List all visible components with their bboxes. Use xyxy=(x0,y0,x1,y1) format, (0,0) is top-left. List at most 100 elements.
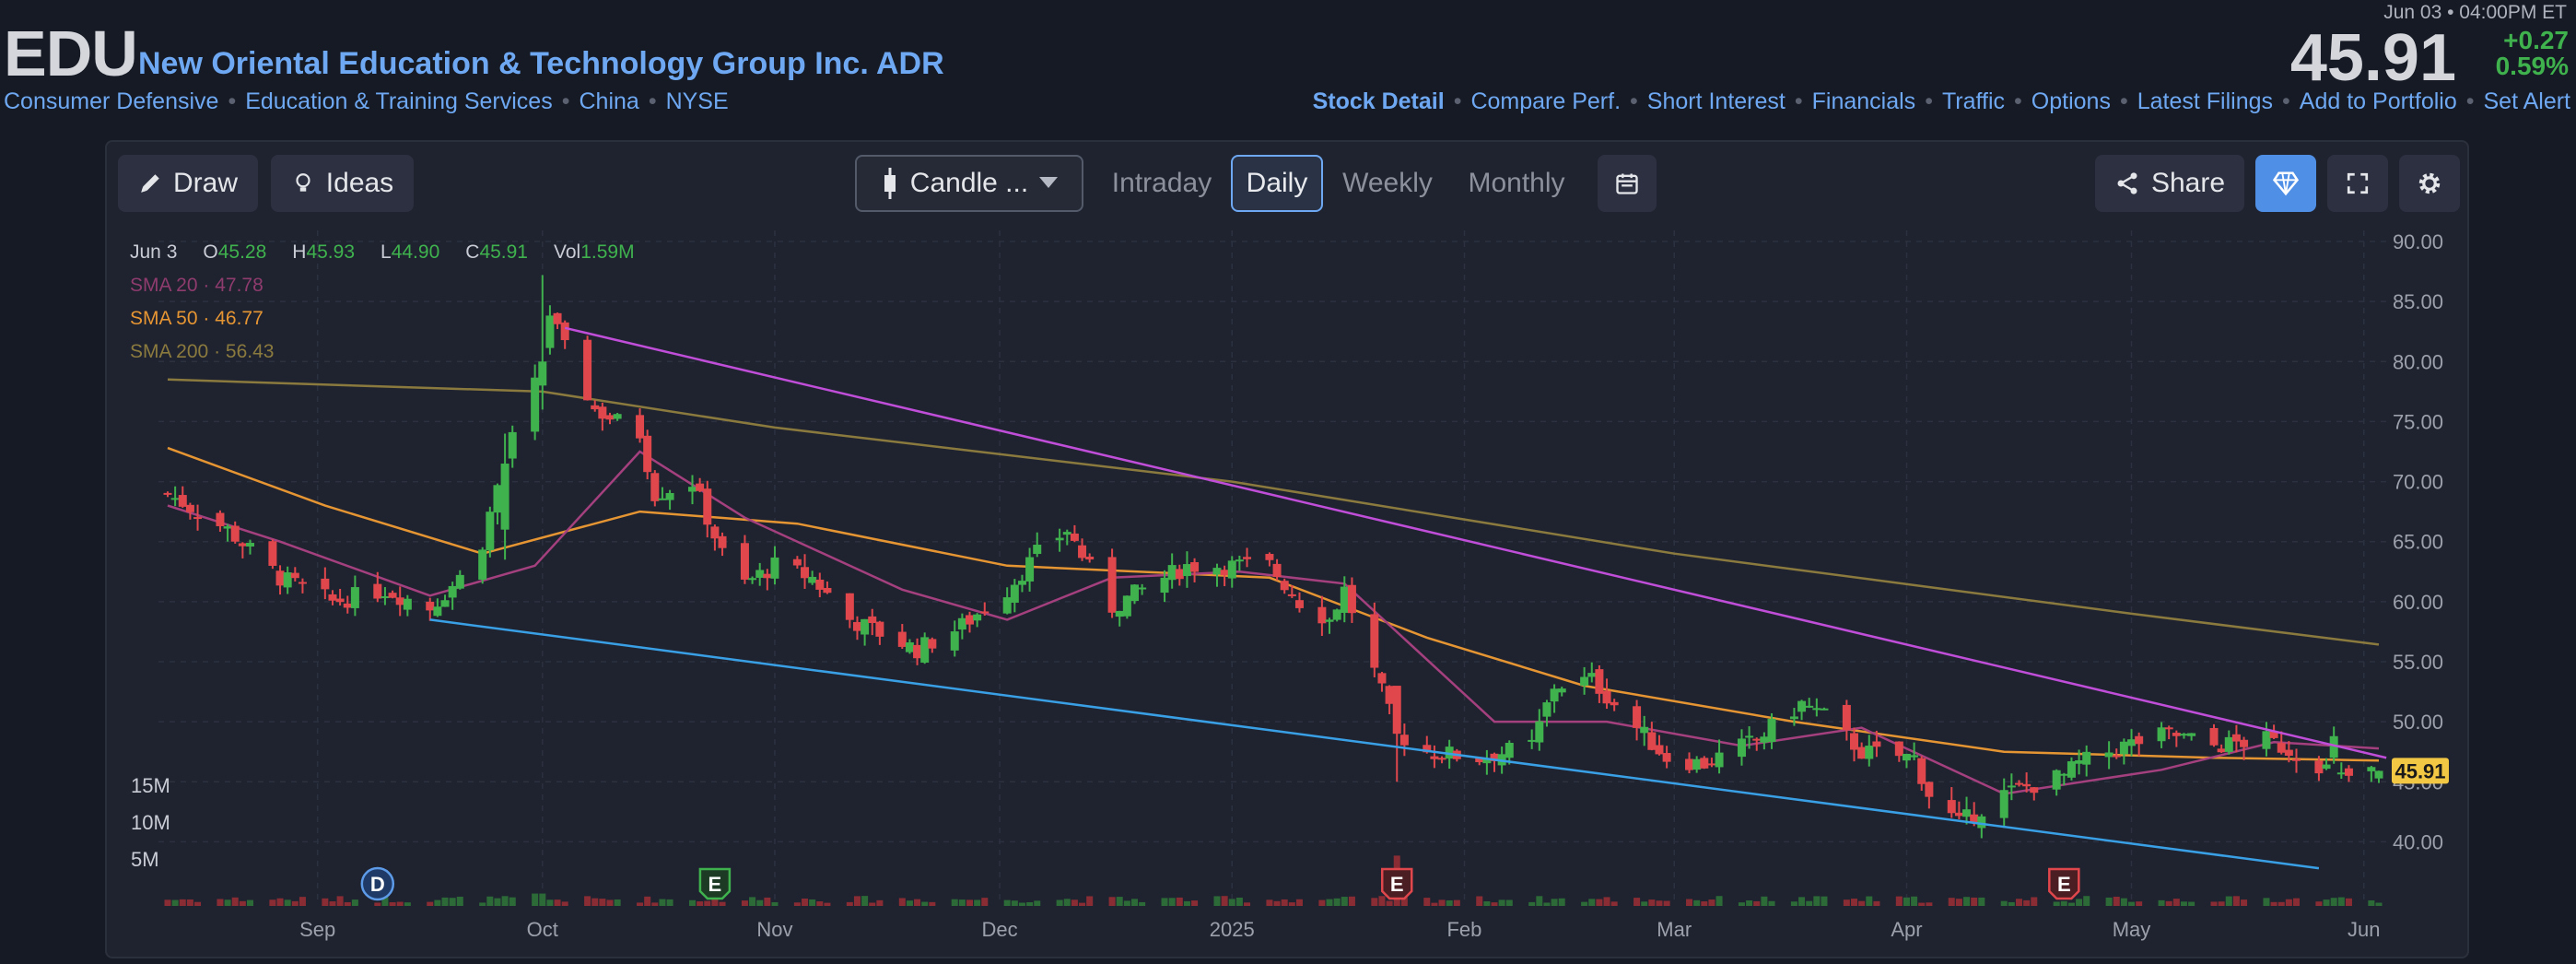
chart-type-select[interactable]: Candle ... xyxy=(855,155,1083,212)
candle-body xyxy=(1595,669,1604,694)
volume-bar xyxy=(434,899,441,906)
share-label: Share xyxy=(2150,168,2226,198)
candle-body xyxy=(1655,745,1664,755)
candle-body xyxy=(1760,736,1769,743)
candle-body xyxy=(2067,761,2076,778)
nav-financials[interactable]: Financials xyxy=(1811,88,1916,114)
volume-bar xyxy=(1191,900,1199,906)
candle-body xyxy=(1430,756,1439,759)
volume-bar xyxy=(449,898,456,906)
volume-bar xyxy=(479,902,486,906)
volume-bar xyxy=(299,897,306,906)
volume-bar xyxy=(614,899,621,906)
sma200-value: 56.43 xyxy=(225,341,275,362)
candle-body xyxy=(268,541,277,566)
volume-bar xyxy=(389,902,396,906)
last-price: 45.91 xyxy=(2289,21,2456,95)
volume-bar xyxy=(1386,900,1393,906)
candle-body xyxy=(1055,537,1064,541)
volume-bar xyxy=(1918,902,1926,906)
candle-body xyxy=(1392,686,1401,735)
volume-bar xyxy=(1858,900,1866,906)
volume-bar xyxy=(246,899,253,906)
nav-options[interactable]: Options xyxy=(2031,88,2111,114)
country-link[interactable]: China xyxy=(579,88,639,114)
candle-body xyxy=(1910,755,1919,758)
earnings-marker xyxy=(698,867,732,900)
candle-body xyxy=(343,603,352,608)
volume-bar xyxy=(336,896,344,906)
candle-body xyxy=(2344,768,2353,776)
tab-weekly[interactable]: Weekly xyxy=(1342,168,1433,198)
volume-bar xyxy=(1873,900,1880,906)
candle-body xyxy=(658,498,667,500)
volume-bar xyxy=(2172,899,2180,906)
nav-traffic[interactable]: Traffic xyxy=(1941,88,2006,114)
premium-button[interactable] xyxy=(2255,155,2316,212)
candle-body xyxy=(1977,816,1986,829)
volume-bar xyxy=(1026,902,1034,906)
candle-body xyxy=(710,526,720,539)
volume-bar xyxy=(1438,899,1446,906)
volume-bar xyxy=(494,898,501,906)
candle-body xyxy=(448,585,457,598)
tab-monthly[interactable]: Monthly xyxy=(1468,168,1565,198)
settings-button[interactable] xyxy=(2399,155,2460,212)
gear-icon xyxy=(2418,172,2441,194)
nav-short-interest[interactable]: Short Interest xyxy=(1646,88,1786,114)
candle-body xyxy=(2336,772,2346,775)
industry-link[interactable]: Education & Training Services xyxy=(245,88,553,114)
fullscreen-button[interactable] xyxy=(2327,155,2388,212)
date-range-button[interactable] xyxy=(1598,155,1657,212)
share-button[interactable]: Share xyxy=(2095,155,2244,212)
draw-button[interactable]: Draw xyxy=(118,155,258,212)
candle-body xyxy=(605,415,615,420)
nav-latest-filings[interactable]: Latest Filings xyxy=(2137,88,2274,114)
candle-body xyxy=(1842,704,1851,731)
candle-body xyxy=(1857,747,1867,759)
candle-body xyxy=(1745,735,1754,738)
separator: • xyxy=(2465,88,2475,114)
candle-body xyxy=(440,600,450,607)
candle-body xyxy=(1190,562,1200,572)
volume-bar xyxy=(1746,899,1753,906)
volume-bar xyxy=(2128,901,2136,906)
nav-add-to-portfolio[interactable]: Add to Portfolio xyxy=(2299,88,2457,114)
candle-body xyxy=(1294,600,1304,608)
candle-body xyxy=(531,377,540,432)
y-tick-label: 70.00 xyxy=(2393,471,2443,494)
tab-daily[interactable]: Daily xyxy=(1231,155,1323,212)
candle-body xyxy=(1812,708,1821,711)
sector-link[interactable]: Consumer Defensive xyxy=(4,88,219,114)
volume-bar xyxy=(802,898,809,906)
volume-bar xyxy=(1446,899,1453,906)
event-marker-label: E xyxy=(2057,873,2071,896)
nav-compare-perf[interactable]: Compare Perf. xyxy=(1470,88,1622,114)
tab-intraday[interactable]: Intraday xyxy=(1111,168,1212,198)
nav-set-alert[interactable]: Set Alert xyxy=(2483,88,2571,114)
exchange-link[interactable]: NYSE xyxy=(665,88,729,114)
candle-body xyxy=(696,483,705,491)
volume-bar xyxy=(2225,896,2232,906)
candle-body xyxy=(1107,557,1117,613)
volume-bar xyxy=(1806,900,1813,906)
legend-open: 45.28 xyxy=(217,241,267,263)
volume-bar xyxy=(2158,899,2165,906)
candle-body xyxy=(1138,587,1147,590)
ideas-label: Ideas xyxy=(325,168,394,198)
x-tick-label: Nov xyxy=(756,918,792,941)
company-name[interactable]: New Oriental Education & Technology Grou… xyxy=(138,46,944,81)
volume-bar xyxy=(1663,900,1670,906)
sector-links: Consumer Defensive • Education & Training … xyxy=(4,88,729,115)
nav-stock-detail[interactable]: Stock Detail xyxy=(1312,88,1445,114)
candle-body xyxy=(1970,814,1979,823)
volume-bar xyxy=(1798,897,1806,906)
candle-body xyxy=(1220,570,1229,576)
separator: • xyxy=(1925,88,1933,114)
upper-trendline xyxy=(564,326,2387,759)
candle-body xyxy=(1130,584,1139,602)
candle-body xyxy=(966,615,975,625)
ideas-button[interactable]: Ideas xyxy=(271,155,414,212)
volume-bar xyxy=(793,902,801,906)
